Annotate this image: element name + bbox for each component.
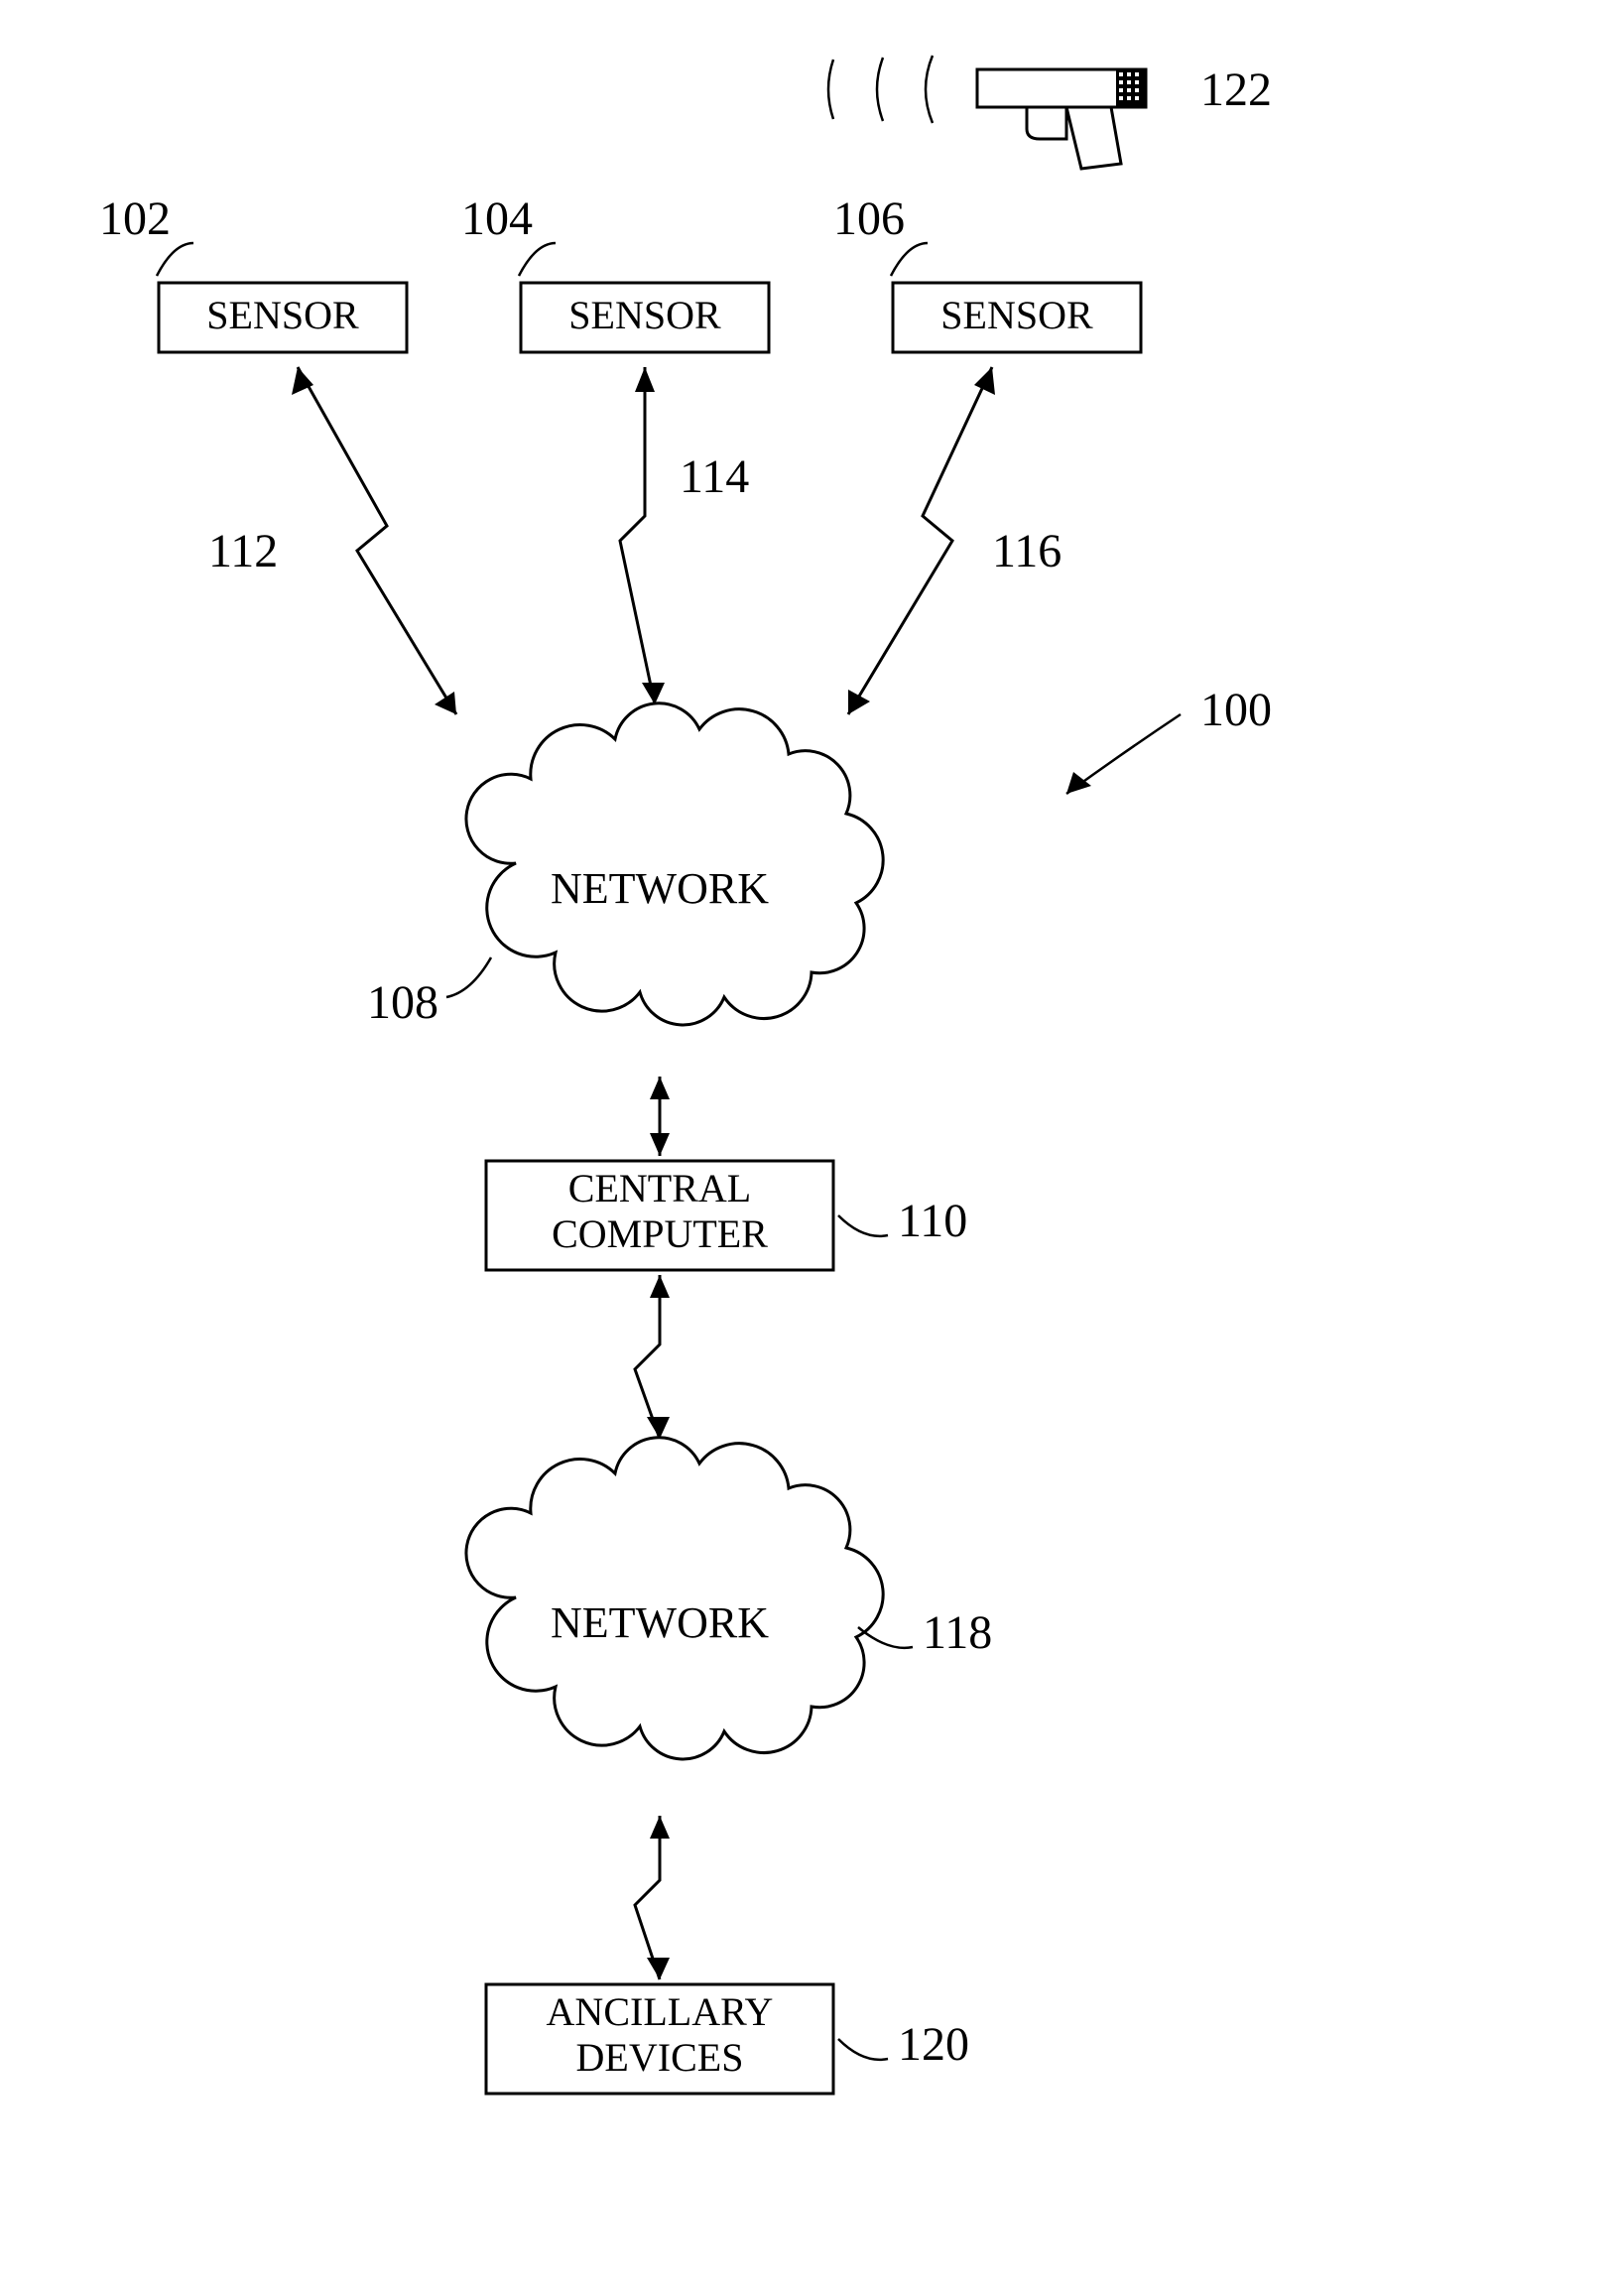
ref-106: 106 — [833, 192, 905, 245]
lead-120 — [838, 2039, 888, 2060]
ref-102: 102 — [99, 192, 171, 245]
central-label-1: CENTRAL — [568, 1166, 751, 1210]
ref-122: 122 — [1200, 64, 1272, 116]
gun-icon — [828, 56, 1146, 169]
sensor-3-label: SENSOR — [940, 293, 1093, 337]
lead-106 — [891, 243, 928, 276]
sensor-1-label: SENSOR — [206, 293, 359, 337]
edge-central-network2 — [635, 1275, 670, 1439]
edge-sensor2-network1 — [620, 367, 665, 704]
ancillary-label-1: ANCILLARY — [547, 1989, 774, 2034]
ref-108: 108 — [367, 976, 438, 1029]
network-2-label: NETWORK — [551, 1598, 769, 1647]
sensor-2: SENSOR — [521, 283, 769, 352]
ref-104: 104 — [461, 192, 533, 245]
ref-120: 120 — [898, 2018, 969, 2071]
ref-114: 114 — [680, 450, 749, 503]
central-computer: CENTRAL COMPUTER — [486, 1161, 833, 1270]
edge-sensor3-network1 — [848, 367, 995, 714]
edge-network2-ancillary — [635, 1816, 670, 1979]
sensor-1: SENSOR — [159, 283, 407, 352]
network-2: NETWORK — [466, 1438, 883, 1759]
sensor-3: SENSOR — [893, 283, 1141, 352]
lead-104 — [519, 243, 556, 276]
ref-116: 116 — [992, 525, 1062, 577]
edge-sensor1-network1 — [292, 367, 456, 714]
lead-102 — [157, 243, 193, 276]
ancillary-devices: ANCILLARY DEVICES — [486, 1984, 833, 2094]
lead-110 — [838, 1215, 888, 1236]
ref-118: 118 — [923, 1606, 992, 1659]
sensor-2-label: SENSOR — [568, 293, 721, 337]
network-1: NETWORK — [466, 703, 883, 1025]
edge-network1-central — [650, 1077, 670, 1156]
lead-108 — [446, 957, 491, 997]
central-label-2: COMPUTER — [552, 1211, 768, 1256]
network-1-label: NETWORK — [551, 864, 769, 913]
ref-100: 100 — [1200, 684, 1272, 736]
ancillary-label-2: DEVICES — [576, 2035, 744, 2080]
ref-100-arrow — [1066, 714, 1181, 794]
ref-110: 110 — [898, 1195, 967, 1247]
ref-112: 112 — [208, 525, 278, 577]
diagram-canvas: SENSOR SENSOR SENSOR 102 104 106 — [0, 0, 1624, 2291]
